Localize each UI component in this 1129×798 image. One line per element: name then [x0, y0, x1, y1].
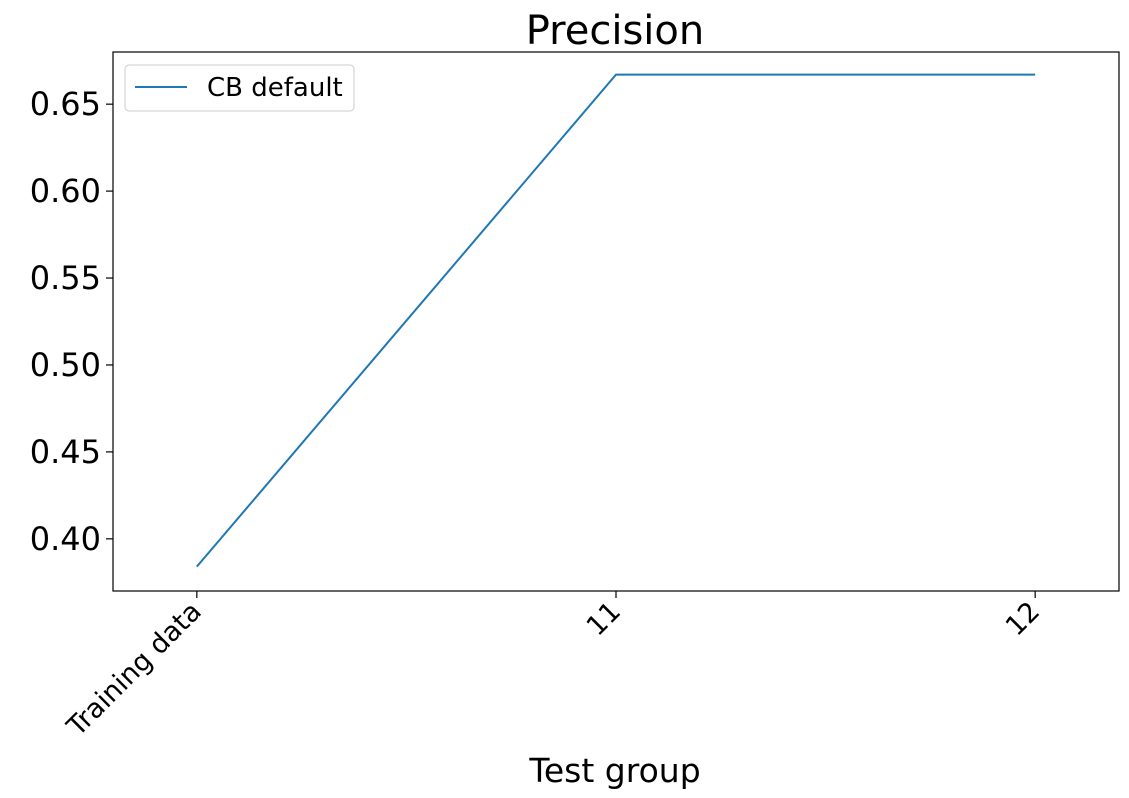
legend-box [124, 64, 355, 112]
x-tick-label: Training data [61, 596, 208, 743]
y-tick-label: 0.40 [30, 520, 101, 558]
y-tick-label: 0.60 [30, 172, 101, 210]
chart-title: Precision [526, 8, 704, 54]
legend-entry: CB default [207, 73, 343, 103]
y-tick-label: 0.65 [30, 85, 101, 123]
plot-area: 0.40 0.45 0.50 0.55 0.60 0.65 Training data 11 1… [30, 51, 1120, 743]
x-tick-label: 11 [581, 596, 627, 642]
x-axis-label: Test group [528, 751, 700, 790]
plot-frame [112, 51, 1120, 592]
x-tick-label: 12 [1000, 596, 1046, 642]
series-line-cb-default [196, 73, 1036, 568]
y-tick-label: 0.45 [30, 433, 101, 471]
y-tick-label: 0.50 [30, 346, 101, 384]
y-tick-label: 0.55 [30, 259, 101, 297]
